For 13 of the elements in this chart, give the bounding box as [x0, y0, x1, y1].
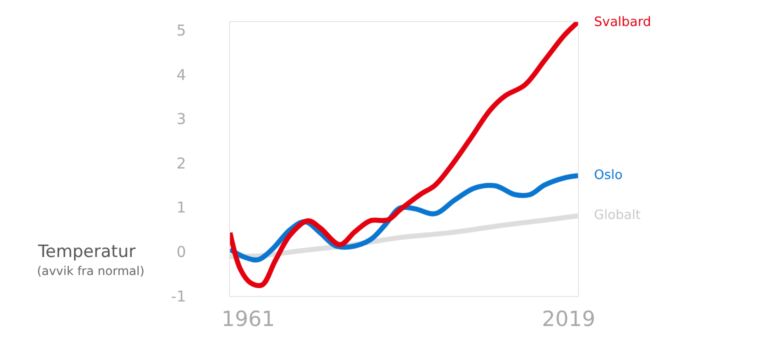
- y-tick-label: 2: [176, 154, 186, 172]
- x-tick-label: 2019: [542, 307, 596, 332]
- series-label: Oslo: [594, 168, 623, 183]
- x-tick-label: 1961: [222, 307, 275, 332]
- series-label: Svalbard: [594, 15, 652, 30]
- y-tick-label: 3: [176, 110, 186, 128]
- y-axis-title: Temperatur: [37, 242, 136, 262]
- y-tick-label: 0: [176, 242, 186, 261]
- text: (avvik fra normal): [37, 264, 144, 278]
- y-tick-label: -1: [171, 287, 186, 306]
- y-tick-label: 1: [176, 198, 186, 217]
- y-tick-label: 4: [176, 66, 186, 84]
- y-tick-label: 5: [176, 22, 186, 40]
